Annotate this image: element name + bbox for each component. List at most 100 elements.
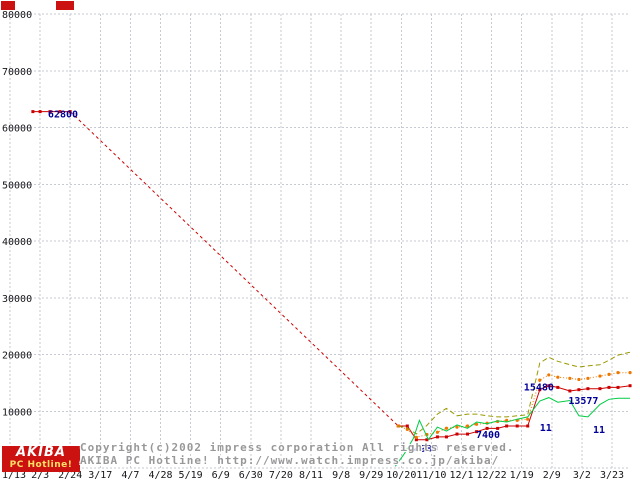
x-axis-labels: 1/13 2/3 2/24 3/17 4/7 4/28 5/19 6/9 6/30 7/20 8/1… [2, 470, 624, 480]
data-point-square [425, 438, 429, 442]
price-annotation: 11 [593, 425, 605, 436]
series-red-missing-data-gap [69, 111, 399, 427]
data-point-dot [538, 378, 542, 382]
data-point-square [485, 426, 489, 430]
data-point-dot [568, 376, 572, 380]
data-point-square [538, 388, 542, 392]
x-tick-label: 3/2 [573, 470, 591, 480]
data-point-square [628, 384, 632, 388]
data-point-dot [465, 424, 470, 428]
data-point-dot [616, 371, 620, 375]
x-tick-label: 7/20 [269, 470, 293, 480]
x-tick-label: 9/29 [359, 470, 383, 480]
data-point-square [556, 385, 560, 389]
y-tick-label: 30000 [2, 294, 32, 305]
x-tick-label: 9/8 [332, 470, 350, 480]
x-tick-label: 2/24 [58, 470, 82, 480]
copyright-line: Copyright(c)2002 impress corporation All… [80, 441, 515, 454]
corner-red-mark-left [1, 1, 15, 10]
series-red-squares-main [396, 384, 632, 442]
data-point-square [435, 435, 439, 439]
x-tick-label: 2/9 [543, 470, 561, 480]
akiba-pc-hotline-logo: AKIBA PC Hotline! [2, 446, 80, 472]
corner-red-mark-right [56, 1, 74, 10]
data-point-dot [556, 375, 560, 379]
data-point-dot [505, 418, 509, 422]
data-point-dot [577, 377, 581, 382]
data-point-square [405, 424, 409, 428]
series-line [398, 385, 631, 441]
x-tick-label: 4/7 [121, 470, 139, 480]
x-tick-label: 6/30 [239, 470, 263, 480]
price-annotation: 4980 [414, 444, 438, 455]
data-point-square [607, 385, 611, 389]
price-annotation: 13577 [568, 396, 598, 407]
y-tick-label: 40000 [2, 237, 32, 248]
gridlines [9, 13, 630, 469]
series-green-solid [394, 397, 631, 467]
data-point-square [475, 430, 479, 434]
data-point-square [547, 384, 551, 388]
x-tick-label: 6/9 [212, 470, 230, 480]
x-tick-label: 1/13 [2, 470, 26, 480]
value-annotations: 62800 4980 7400 15480 13577 11 11 [48, 109, 605, 455]
data-point-dot [435, 430, 440, 434]
data-point-dot [607, 372, 611, 376]
x-tick-label: 2/3 [31, 470, 49, 480]
price-annotation: 7400 [476, 430, 500, 441]
data-point-square [414, 438, 418, 442]
data-point-square [455, 432, 459, 436]
data-point-dot [455, 425, 459, 429]
y-tick-label: 20000 [2, 351, 32, 362]
data-point-square [577, 388, 581, 392]
data-point-dot [628, 371, 632, 375]
data-point-square [598, 387, 602, 391]
x-tick-label: 12/1 [449, 470, 473, 480]
data-point-square [48, 110, 52, 114]
data-point-dot [526, 417, 530, 421]
data-point-dot [586, 376, 590, 380]
data-point-dot [598, 374, 602, 378]
logo-pc-hotline-text: PC Hotline! [9, 460, 73, 470]
data-point-square [496, 426, 500, 430]
data-point-square [586, 387, 590, 391]
data-point-dot [414, 435, 418, 439]
series-line [398, 351, 631, 435]
y-tick-label: 10000 [2, 407, 32, 418]
data-point-square [31, 110, 35, 114]
y-tick-label: 70000 [2, 67, 32, 78]
x-tick-label: 12/22 [477, 470, 507, 480]
data-point-square [568, 389, 572, 393]
data-point-square [616, 385, 620, 389]
data-point-square [444, 435, 448, 439]
x-tick-label: 10/20 [386, 470, 416, 480]
x-tick-label: 8/11 [299, 470, 323, 480]
x-tick-label: 3/23 [600, 470, 624, 480]
price-annotation: 62800 [48, 109, 78, 120]
logo-akiba-text: AKIBA [16, 446, 66, 460]
x-tick-label: 1/19 [510, 470, 534, 480]
x-tick-label: 5/19 [179, 470, 203, 480]
data-point-square [38, 110, 42, 114]
y-axis-labels: 10000 20000 30000 40000 50000 60000 70000 80000 [2, 10, 32, 418]
price-annotation: 11 [540, 423, 552, 434]
y-tick-label: 50000 [2, 180, 32, 191]
series-line [398, 372, 631, 438]
data-point-square [58, 110, 62, 114]
series-line [394, 397, 631, 467]
data-point-square [515, 424, 519, 428]
data-point-square [505, 424, 509, 428]
data-point-dot [396, 424, 400, 428]
data-point-square [526, 424, 530, 428]
y-tick-label: 80000 [2, 10, 32, 21]
url-line: AKIBA PC Hotline! http://www.watch.impre… [80, 454, 500, 467]
series-line [69, 111, 399, 427]
copyright-watermark: Copyright(c)2002 impress corporation All… [80, 441, 515, 467]
price-annotation: 15480 [524, 382, 554, 393]
series-olive-dashed [398, 351, 631, 435]
y-tick-label: 60000 [2, 124, 32, 135]
data-point-dot [444, 426, 449, 430]
x-tick-label: 3/17 [88, 470, 112, 480]
